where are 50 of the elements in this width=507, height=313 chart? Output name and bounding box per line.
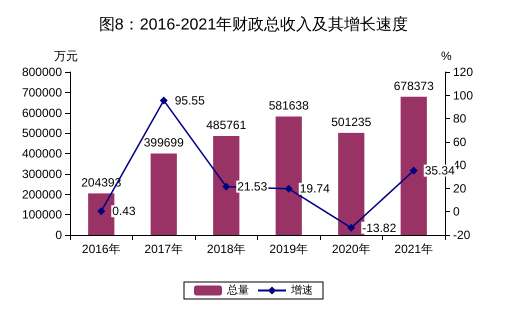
y2-axis-title: % <box>441 49 452 63</box>
y-tick-label: 800000 <box>22 65 62 79</box>
bar <box>213 136 240 235</box>
y2-tick-label: 20 <box>453 181 467 196</box>
y-tick-label: 0 <box>55 228 62 242</box>
y2-tick-label: 0 <box>453 204 460 219</box>
bar <box>338 132 364 235</box>
y-tick-label: 300000 <box>22 166 62 181</box>
y-tick-label: 700000 <box>22 85 62 100</box>
data-label: 485761 <box>206 118 247 132</box>
data-label: 95.55 <box>174 93 206 108</box>
data-label: 35.34 <box>424 164 456 178</box>
point <box>97 207 106 216</box>
y-axis-title: 万元 <box>54 49 78 63</box>
y2-tick-label: 60 <box>453 134 467 149</box>
x-tick-label: 2021年 <box>394 242 434 256</box>
y-tick-label: 400000 <box>22 146 62 160</box>
x-tick-label: 2017年 <box>144 242 184 256</box>
data-label: 19.74 <box>300 182 330 196</box>
data-label: 21.53 <box>237 180 268 194</box>
data-label: 0.43 <box>112 204 136 218</box>
y2-tick-label: 100 <box>453 88 474 102</box>
x-tick-label: 2018年 <box>206 242 246 256</box>
point <box>160 96 168 104</box>
y2-tick-label: 120 <box>453 65 474 79</box>
x-tick-label: 2016年 <box>82 242 121 256</box>
point <box>222 182 230 191</box>
y2-tick-label: 80 <box>453 112 467 126</box>
point <box>410 166 418 175</box>
point <box>347 224 356 232</box>
data-label: 581638 <box>268 98 310 112</box>
y-tick-label: 600000 <box>22 106 62 120</box>
point <box>284 184 293 193</box>
bar <box>150 154 177 235</box>
x-tick-label: 2019年 <box>269 242 308 256</box>
y2-tick-label: -20 <box>453 228 471 242</box>
bar <box>88 193 114 235</box>
data-label: -13.82 <box>362 220 397 235</box>
bar <box>400 96 427 235</box>
x-tick-label: 2020年 <box>332 242 371 256</box>
legend-label: 总量 <box>226 284 249 296</box>
data-label: 678373 <box>394 78 434 93</box>
chart-title: 图8：2016-2021年财政总收入及其增长速度 <box>98 16 408 34</box>
y-tick-label: 200000 <box>22 187 62 202</box>
legend-label: 增速 <box>290 284 313 296</box>
data-label: 399699 <box>144 136 184 150</box>
y-tick-label: 500000 <box>22 126 62 140</box>
bar <box>276 116 302 235</box>
y-tick-label: 100000 <box>22 208 62 222</box>
data-label: 501235 <box>331 114 372 129</box>
